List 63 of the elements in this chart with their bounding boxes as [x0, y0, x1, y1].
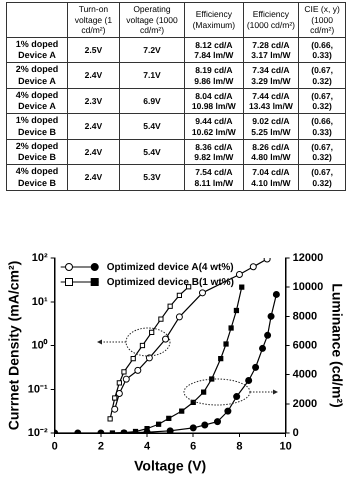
text: 7.54 cd/A 8.11 lm/W — [194, 167, 234, 188]
category-label: CIE (x, y) (1000 cd/m²) — [298, 2, 346, 38]
text: 8.36 cd/A 9.82 lm/W — [194, 142, 234, 162]
x-tick-label: 6 — [190, 440, 196, 453]
text: 5.4V — [143, 121, 161, 132]
x-tick-label: 10 — [279, 440, 292, 453]
text: (0.66, 0.33) — [311, 116, 333, 137]
text: (0.67, 0.32) — [311, 167, 333, 188]
category-label: 4% doped Device B — [16, 166, 58, 188]
x-tick-label: 0 — [52, 440, 58, 453]
text: 2.4V — [84, 70, 102, 80]
y-tick-label: 10⁻¹ — [28, 383, 48, 396]
category-label: Operating voltage (1000 cd/m²) — [119, 2, 185, 38]
x-tick-label: 8 — [236, 440, 242, 453]
text: (0.67, 0.32) — [311, 65, 333, 86]
y2-tick-label: 10000 — [292, 281, 324, 294]
category-label: 1% doped Device A — [16, 38, 58, 60]
text: 8.26 cd/A 4.80 lm/W — [251, 142, 291, 162]
text: 8.12 cd/A 7.84 lm/W — [194, 40, 234, 60]
y-tick-label: 10² — [32, 252, 48, 264]
y-tick-label: 10⁻² — [28, 427, 48, 440]
text: 7.44 cd/A 13.43 lm/W — [248, 90, 293, 112]
text: (0.67, 0.32) — [311, 142, 333, 162]
y2-tick-label: 2000 — [292, 398, 318, 410]
category-label: Turn-on voltage (1 cd/m²) — [68, 2, 120, 38]
text: 7.2V — [143, 44, 161, 55]
text: 7.1V — [143, 70, 161, 80]
y2-axis-title: Luminance (cd/m²) — [330, 283, 346, 408]
x-tick-label: 4 — [144, 440, 151, 453]
text: 5.4V — [143, 146, 161, 157]
y2-tick-label: 12000 — [292, 252, 324, 264]
category-label: Efficiency (Maximum) — [184, 2, 244, 38]
category-label: 2% doped Device B — [16, 140, 58, 162]
text: 2.3V — [84, 96, 102, 106]
text: 2.5V — [84, 44, 102, 55]
text: 5.3V — [143, 172, 161, 182]
text: 2.4V — [84, 172, 102, 182]
legend-label: Optimized device A(4 wt%) — [106, 262, 234, 273]
y-tick-label: 10¹ — [32, 296, 48, 308]
y2-tick-label: 8000 — [292, 310, 318, 322]
text: 2.4V — [84, 121, 102, 132]
text: 9.02 cd/A 5.25 lm/W — [251, 116, 291, 137]
x-axis-title: Voltage (V) — [134, 457, 206, 474]
y2-tick-label: 0 — [292, 427, 299, 440]
y-axis-title: Currnet Density (mA/cm²) — [5, 260, 22, 430]
y2-tick-label: 6000 — [292, 340, 318, 352]
text: 6.9V — [143, 96, 161, 106]
category-label: 1% doped Device B — [16, 115, 58, 137]
category-label: Efficiency (1000 cd/m²) — [243, 2, 299, 38]
text: (0.66, 0.33) — [311, 40, 333, 60]
text: 8.19 cd/A 9.86 lm/W — [194, 65, 234, 86]
text: 8.04 cd/A 10.98 lm/W — [192, 90, 236, 112]
text: 7.04 cd/A 4.10 lm/W — [251, 167, 291, 188]
y2-tick-label: 4000 — [292, 368, 318, 381]
category-label: 2% doped Device A — [16, 64, 58, 86]
x-tick-label: 2 — [98, 440, 104, 453]
y-tick-label: 10⁰ — [31, 338, 48, 352]
text: 7.28 cd/A 3.17 lm/W — [251, 40, 291, 60]
text: 2.4V — [84, 146, 102, 157]
category-label: 4% doped Device A — [16, 90, 58, 112]
text: 9.44 cd/A 10.62 lm/W — [192, 116, 236, 137]
text: (0.67, 0.32) — [311, 90, 333, 112]
text: 7.34 cd/A 3.29 lm/W — [251, 65, 291, 86]
